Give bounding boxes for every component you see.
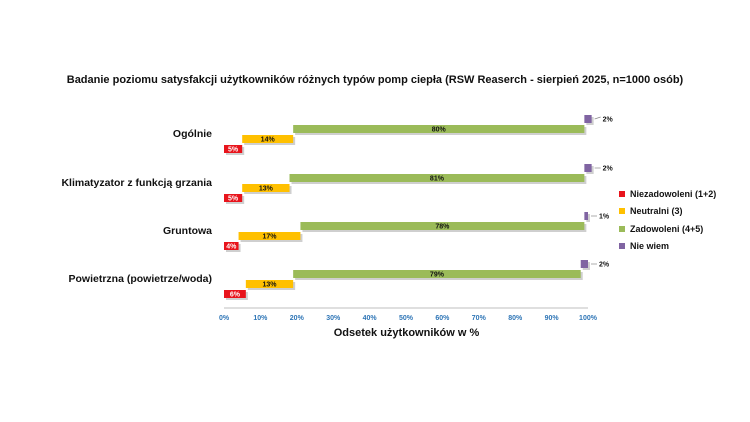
legend-label: Neutralni (3) <box>630 206 683 217</box>
bar <box>242 135 294 143</box>
x-tick-label: 50% <box>399 315 414 322</box>
legend-swatch <box>619 225 625 232</box>
x-tick-label: 20% <box>290 315 305 322</box>
category-label: Klimatyzator z funkcją grzania <box>61 177 212 189</box>
legend: Niezadowoleni (1+2) Neutralni (3) Zadowole… <box>619 185 716 255</box>
bar <box>224 145 243 153</box>
x-tick-label: 100% <box>579 315 598 322</box>
bar <box>293 270 581 278</box>
legend-label: Nie wiem <box>630 241 670 252</box>
data-label: 4% <box>226 244 237 251</box>
x-axis-label: Odsetek użytkowników w % <box>333 327 480 339</box>
bar <box>584 115 592 123</box>
data-label: 17% <box>262 234 277 241</box>
data-label: 2% <box>603 117 614 124</box>
bar <box>224 242 239 250</box>
data-label: 13% <box>259 186 274 193</box>
data-label: 5% <box>228 147 239 154</box>
legend-swatch <box>619 208 625 215</box>
x-tick-label: 70% <box>472 315 487 322</box>
bar <box>245 280 294 288</box>
legend-item: Zadowoleni (4+5) <box>619 220 716 238</box>
legend-swatch <box>619 190 625 197</box>
data-label-leader <box>594 116 601 120</box>
data-label: 78% <box>435 224 450 231</box>
bar <box>293 125 585 133</box>
bar <box>224 290 246 298</box>
legend-label: Niezadowoleni (1+2) <box>630 188 717 199</box>
bar <box>242 184 290 192</box>
bar <box>300 222 585 230</box>
data-label: 79% <box>430 272 445 279</box>
data-label: 14% <box>261 137 276 144</box>
x-tick-label: 40% <box>363 315 378 322</box>
bar <box>584 212 588 220</box>
bar <box>224 194 243 202</box>
data-label: 6% <box>230 292 241 299</box>
category-label: Ogólnie <box>173 128 212 140</box>
x-tick-label: 90% <box>545 315 560 322</box>
chart-title: Badanie poziomu satysfakcji użytkowników… <box>66 74 684 86</box>
x-tick-label: 80% <box>508 315 523 322</box>
x-tick-label: 30% <box>326 315 341 322</box>
data-label: 1% <box>599 214 610 221</box>
data-label: 13% <box>262 282 277 289</box>
legend-swatch <box>619 243 625 250</box>
bar <box>238 232 301 240</box>
data-label: 5% <box>228 196 239 203</box>
data-label: 80% <box>432 127 447 134</box>
data-label: 2% <box>599 262 610 269</box>
bar <box>580 260 588 268</box>
legend-item: Neutralni (3) <box>619 203 716 221</box>
x-tick-label: 0% <box>219 315 230 322</box>
category-label: Powietrzna (powietrze/woda) <box>68 273 212 285</box>
legend-label: Zadowoleni (4+5) <box>630 223 704 234</box>
data-label: 2% <box>603 166 614 173</box>
x-tick-label: 10% <box>253 315 268 322</box>
category-label: Gruntowa <box>163 225 212 237</box>
legend-item: Niezadowoleni (1+2) <box>619 185 716 203</box>
bar <box>584 164 592 172</box>
bar-shadow <box>586 214 590 222</box>
data-label: 81% <box>430 176 445 183</box>
x-tick-label: 60% <box>435 315 450 322</box>
legend-item: Nie wiem <box>619 238 716 256</box>
bar <box>289 174 585 182</box>
